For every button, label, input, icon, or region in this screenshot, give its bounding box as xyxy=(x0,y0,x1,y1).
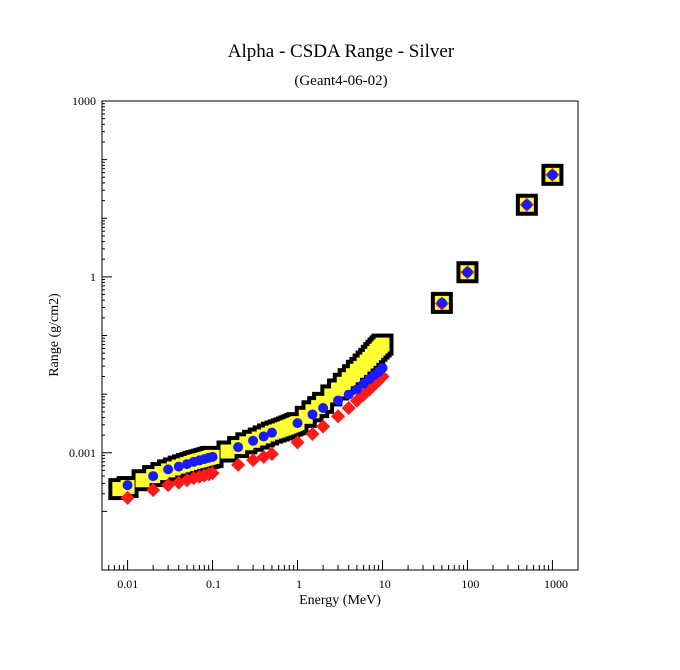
blue-circle-point xyxy=(377,362,388,373)
blue-circle-point xyxy=(521,199,532,210)
x-tick-label-0: 0.01 xyxy=(117,577,138,591)
blue-circle-point xyxy=(292,418,303,429)
blue-circle-point xyxy=(122,480,133,491)
blue-circle-point xyxy=(248,435,259,446)
x-tick-label-2: 1 xyxy=(296,577,302,591)
blue-circle-point xyxy=(266,427,277,438)
blue-circle-point xyxy=(258,431,269,442)
red-diamond-point xyxy=(264,447,279,462)
x-axis-label: Energy (MeV) xyxy=(299,593,381,608)
y-axis-ticks xyxy=(102,100,112,571)
red-diamond-point xyxy=(341,400,356,415)
y-axis-label: Range (g/cm2) xyxy=(47,293,62,377)
red-diamond-point xyxy=(305,426,320,441)
blue-circle-point xyxy=(333,395,344,406)
red-diamond-point xyxy=(231,457,246,472)
red-diamond-point xyxy=(205,466,220,481)
blue-circle-point xyxy=(163,464,174,475)
blue-circle-point xyxy=(233,442,244,453)
y-tick-label-1: 1 xyxy=(90,270,96,284)
reference-marker-inner xyxy=(220,444,235,459)
x-tick-label-4: 100 xyxy=(461,577,479,591)
x-tick-label-5: 1000 xyxy=(544,577,568,591)
blue-circle-point xyxy=(436,297,447,308)
blue-circle-point xyxy=(462,267,473,278)
red-diamond-point xyxy=(161,478,176,493)
x-axis-ticks xyxy=(101,560,579,570)
red-diamond-point xyxy=(120,490,135,505)
red-diamond-point xyxy=(290,435,305,450)
plot-frame xyxy=(101,100,579,571)
red-diamond-point xyxy=(146,483,161,498)
blue-circle-point xyxy=(307,409,318,420)
blue-circle-point xyxy=(343,389,354,400)
blue-circle-point xyxy=(148,471,159,482)
chart-subtitle: (Geant4-06-02) xyxy=(294,73,387,89)
chart-title: Alpha - CSDA Range - Silver xyxy=(228,41,455,62)
blue-circle-point xyxy=(351,384,362,395)
blue-circle-point xyxy=(547,169,558,180)
blue-circle-point xyxy=(173,461,184,472)
y-tick-label-2: 1000 xyxy=(72,94,96,108)
red-diamond-point xyxy=(331,409,346,424)
blue-circle-point xyxy=(318,402,329,413)
x-tick-label-3: 10 xyxy=(379,577,391,591)
blue-circle-point xyxy=(207,451,218,462)
x-tick-label-1: 0.1 xyxy=(206,577,221,591)
reference-marker-inner xyxy=(375,337,390,352)
y-tick-label-0: 0.001 xyxy=(69,446,96,460)
red-diamond-point xyxy=(246,453,261,468)
data-marks xyxy=(108,163,564,505)
red-diamond-point xyxy=(316,419,331,434)
reference-marker-inner xyxy=(135,473,150,488)
